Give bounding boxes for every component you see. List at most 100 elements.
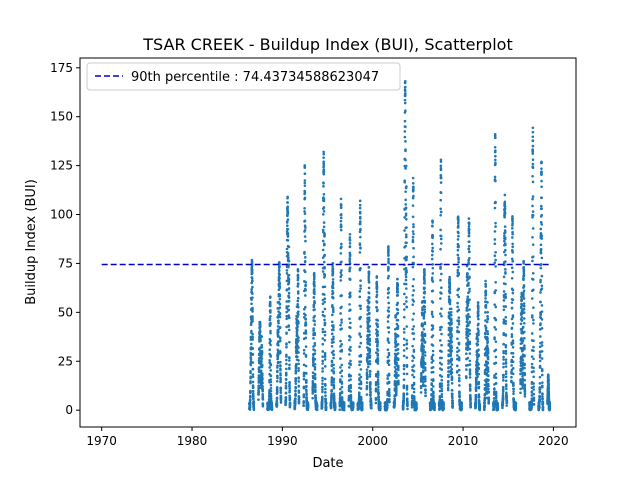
- data-point: [349, 308, 352, 312]
- data-point: [493, 325, 496, 329]
- data-point: [349, 399, 353, 402]
- data-point: [494, 372, 498, 376]
- data-point: [285, 314, 288, 318]
- data-point: [486, 357, 490, 361]
- data-point: [321, 355, 324, 359]
- data-point: [286, 212, 290, 216]
- data-point: [369, 393, 372, 396]
- data-point: [522, 297, 526, 300]
- data-point: [286, 224, 289, 228]
- data-point: [403, 179, 407, 183]
- data-point: [430, 401, 433, 405]
- data-point: [404, 275, 408, 279]
- data-point: [450, 319, 453, 322]
- data-point: [477, 331, 480, 335]
- data-point: [520, 299, 524, 302]
- data-point: [510, 257, 514, 261]
- data-point: [484, 319, 487, 322]
- data-point: [492, 399, 496, 403]
- data-point: [423, 354, 427, 357]
- data-point: [404, 206, 408, 210]
- data-point: [430, 257, 434, 261]
- data-point: [450, 321, 453, 325]
- data-point: [321, 370, 324, 373]
- data-point: [340, 305, 343, 309]
- data-point: [539, 247, 543, 251]
- data-point: [342, 404, 346, 407]
- data-point: [367, 308, 370, 312]
- data-point: [296, 315, 299, 319]
- data-point: [367, 276, 371, 280]
- data-point: [348, 253, 352, 256]
- data-point: [339, 228, 343, 232]
- data-point: [276, 374, 279, 378]
- data-point: [522, 317, 526, 320]
- data-point: [269, 380, 273, 384]
- data-point: [288, 404, 292, 407]
- data-point: [456, 305, 459, 309]
- data-point: [296, 303, 299, 306]
- data-point: [287, 259, 291, 263]
- data-point: [348, 269, 351, 273]
- data-point: [375, 337, 379, 341]
- data-point: [540, 284, 544, 288]
- data-point: [269, 321, 272, 325]
- data-point: [539, 204, 543, 208]
- data-point: [538, 355, 542, 359]
- data-point: [450, 346, 454, 349]
- data-point: [379, 405, 382, 409]
- data-point: [260, 360, 263, 363]
- data-point: [297, 395, 301, 399]
- data-point: [505, 387, 508, 391]
- data-point: [285, 367, 288, 371]
- data-point: [313, 357, 317, 361]
- data-point: [402, 327, 406, 331]
- data-point: [440, 387, 444, 390]
- data-point: [449, 310, 453, 314]
- data-point: [520, 341, 524, 345]
- data-point: [277, 328, 280, 331]
- data-point: [279, 378, 282, 381]
- data-point: [466, 356, 470, 360]
- data-point: [387, 353, 391, 357]
- data-point: [405, 185, 408, 188]
- data-point: [359, 382, 363, 386]
- data-point: [493, 387, 496, 390]
- data-point: [523, 330, 526, 334]
- data-point: [296, 290, 300, 293]
- data-point: [324, 401, 328, 405]
- data-point: [532, 322, 535, 325]
- data-point: [268, 295, 272, 299]
- data-point: [395, 384, 398, 387]
- data-point: [486, 311, 490, 314]
- data-point: [396, 284, 399, 288]
- data-point: [367, 270, 371, 274]
- data-point: [322, 172, 326, 176]
- data-point: [302, 393, 306, 396]
- data-point: [387, 261, 390, 265]
- data-point: [467, 225, 471, 228]
- data-point: [457, 322, 461, 326]
- data-point: [331, 286, 335, 290]
- data-point: [431, 266, 435, 270]
- data-point: [368, 362, 372, 366]
- data-point: [360, 405, 364, 409]
- data-point: [486, 330, 489, 333]
- data-point: [450, 367, 454, 371]
- data-point: [303, 196, 307, 200]
- data-point: [422, 317, 426, 320]
- data-point: [522, 265, 526, 269]
- data-point: [359, 287, 362, 290]
- data-point: [521, 358, 525, 362]
- data-point: [405, 365, 409, 368]
- data-point: [257, 398, 260, 401]
- data-point: [269, 397, 273, 400]
- data-point: [331, 306, 335, 310]
- data-point: [402, 337, 406, 341]
- data-point: [279, 401, 283, 404]
- data-point: [494, 328, 498, 331]
- data-point: [302, 404, 305, 408]
- data-point: [450, 357, 454, 361]
- data-point: [404, 287, 408, 290]
- data-point: [376, 330, 379, 333]
